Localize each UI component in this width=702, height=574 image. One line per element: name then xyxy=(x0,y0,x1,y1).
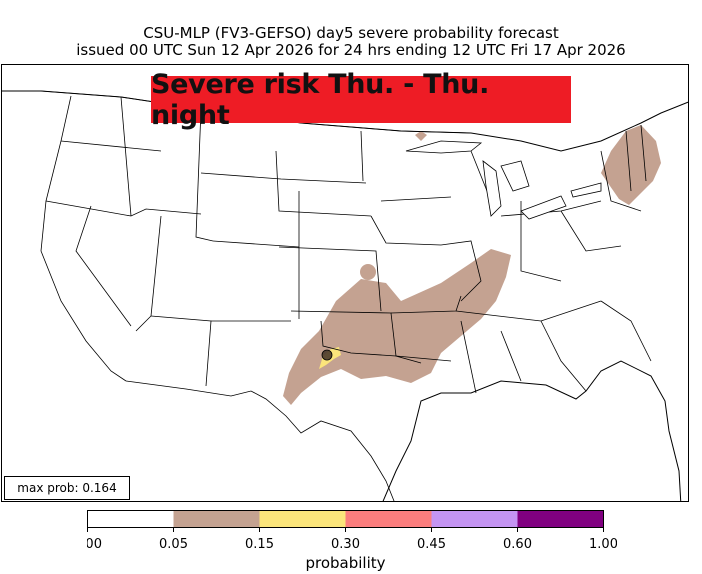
risk-banner: Severe risk Thu. - Thu. night xyxy=(151,69,571,131)
prob-area-plains-south xyxy=(283,249,511,405)
colorbar-tick-label: 0.00 xyxy=(87,537,102,552)
prob-area-northeast xyxy=(601,125,661,205)
prob-blob-kansas xyxy=(360,264,376,280)
title-line-2: issued 00 UTC Sun 12 Apr 2026 for 24 hrs… xyxy=(76,41,626,59)
colorbar-bin xyxy=(259,510,346,528)
colorbar-bin xyxy=(87,510,174,528)
colorbar-tick-label: 0.45 xyxy=(417,537,446,552)
land-area xyxy=(2,90,688,501)
colorbar-bin xyxy=(431,510,518,528)
prob-blob-lake-superior xyxy=(415,131,427,141)
title-line-1: CSU-MLP (FV3-GEFSO) day5 severe probabil… xyxy=(143,24,559,42)
colorbar-tick-label: 0.60 xyxy=(503,537,532,552)
colorbar-bin xyxy=(517,510,604,528)
colorbar-bin xyxy=(173,510,260,528)
colorbar-tick-label: 0.15 xyxy=(245,537,274,552)
us-map xyxy=(2,90,688,501)
colorbar-tick-label: 1.00 xyxy=(589,537,617,552)
colorbar-label: probability xyxy=(305,554,386,572)
colorbar-tick-label: 0.30 xyxy=(331,537,360,552)
max-prob-marker xyxy=(321,349,333,361)
great-lakes xyxy=(405,140,602,220)
colorbar-bin xyxy=(345,510,432,528)
max-prob-box: max prob: 0.164 xyxy=(4,476,130,500)
colorbar: 0.00 0.05 0.15 0.30 0.45 0.60 1.00 xyxy=(73,510,618,558)
colorbar-tick-label: 0.05 xyxy=(159,537,188,552)
map-frame xyxy=(1,64,689,502)
colorbar-graphic: 0.00 0.05 0.15 0.30 0.45 0.60 1.00 xyxy=(73,510,618,552)
